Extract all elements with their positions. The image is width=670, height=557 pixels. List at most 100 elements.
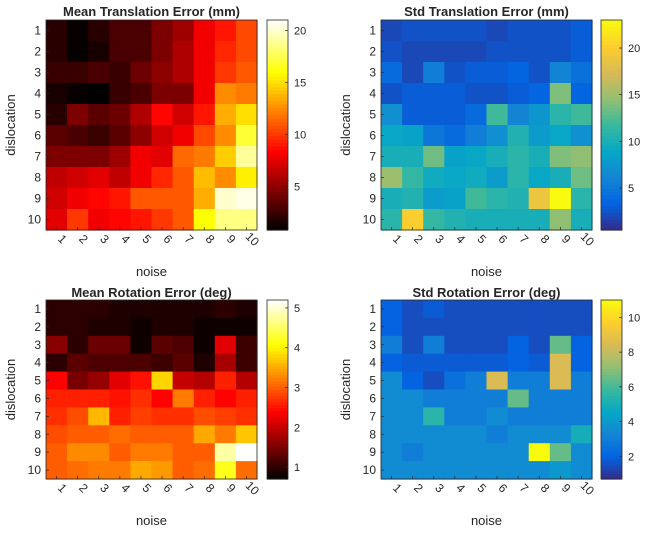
heatmap-cell [88, 407, 110, 426]
heatmap-cell [88, 104, 110, 126]
y-tick-label: 3 [34, 66, 41, 80]
heatmap-cell [151, 104, 174, 126]
colorbar-segment [267, 356, 288, 361]
heatmap-cell [381, 317, 403, 337]
x-tick-label: 4 [453, 481, 468, 496]
heatmap-cell [507, 146, 530, 168]
colorbar-frame [600, 299, 623, 480]
heatmap-cell [46, 41, 68, 63]
heatmap-cell [151, 167, 174, 189]
heatmap-cell [381, 443, 403, 462]
colorbar-segment [601, 58, 622, 63]
colorbar-segment [267, 404, 288, 408]
heatmap-cell [528, 167, 551, 189]
colorbar: 1 2 3 4 5 [266, 299, 300, 480]
colorbar-segment [267, 332, 288, 337]
heatmap-cell [88, 389, 110, 408]
heatmap-cell [381, 83, 403, 105]
heatmap-cell [235, 209, 258, 231]
colorbar-segment [601, 449, 622, 453]
chart-title: Std Rotation Error (deg) [412, 285, 560, 300]
colorbar-segment [601, 461, 622, 465]
heatmap-cell [423, 62, 445, 84]
colorbar-segment [601, 314, 622, 319]
colorbar-segment [601, 139, 622, 144]
x-axis-label: noise [136, 264, 167, 279]
heatmap-cell [570, 62, 593, 84]
colorbar-tick-label: 5 [628, 183, 634, 195]
colorbar-segment [601, 422, 622, 426]
colorbar-segment [267, 386, 288, 391]
colorbar-segment [601, 362, 622, 367]
heatmap-cell [130, 146, 153, 168]
heatmap-cell [193, 317, 216, 337]
colorbar-segment [267, 156, 288, 161]
colorbar-segment [601, 476, 622, 480]
colorbar-segment [601, 431, 622, 435]
colorbar-segment [601, 374, 622, 379]
heatmap-cell [486, 425, 509, 444]
heatmap-cell [528, 425, 551, 444]
heatmap-cell [381, 209, 403, 231]
y-tick-label: 10 [363, 463, 377, 477]
heatmap-cell [193, 20, 216, 42]
heatmap-cell [109, 167, 131, 189]
colorbar-segment [601, 380, 622, 385]
heatmap-cell [67, 41, 89, 63]
heatmap-cell [402, 146, 424, 168]
colorbar-segment [601, 114, 622, 119]
heatmap-cell [507, 41, 530, 63]
heatmap-cell [130, 20, 153, 42]
y-tick-label: 2 [34, 320, 41, 334]
heatmap-cell [151, 317, 174, 337]
colorbar-segment [267, 446, 288, 450]
heatmap-cell [423, 125, 445, 147]
heatmap-cell [402, 461, 424, 480]
y-tick-label: 9 [369, 445, 376, 459]
heatmap-cell [151, 300, 174, 319]
heatmap-cell [67, 125, 89, 147]
colorbar-segment [601, 300, 622, 304]
heatmap-cell [549, 125, 572, 147]
heatmap-cell [235, 167, 258, 189]
heatmap-cell [172, 62, 195, 84]
colorbar-segment [601, 413, 622, 417]
colorbar-segment [267, 449, 288, 453]
colorbar-segment [601, 401, 622, 406]
y-tick-label: 8 [369, 427, 376, 441]
colorbar-segment [267, 167, 288, 172]
colorbar-segment [601, 72, 622, 77]
heatmap-cell [402, 41, 424, 63]
colorbar-tick-label: 8 [628, 347, 634, 359]
colorbar-segment [267, 425, 288, 429]
colorbar-segment [601, 20, 622, 25]
heatmap-cell [67, 83, 89, 105]
colorbar-tick-label: 4 [294, 343, 300, 355]
heatmap-cell [193, 371, 216, 391]
heatmap-cell [507, 461, 530, 480]
y-tick-label: 10 [28, 213, 42, 227]
heatmap-cell [193, 389, 216, 408]
colorbar-segment [267, 160, 288, 165]
heatmap-cell [423, 20, 445, 42]
heatmap-cell [486, 317, 509, 337]
heatmap-cell [235, 407, 258, 426]
heatmap-cell [381, 461, 403, 480]
colorbar-segment [601, 65, 622, 70]
heatmap-cell [46, 20, 68, 42]
heatmap-cell [465, 300, 488, 319]
colorbar-segment [267, 398, 288, 403]
y-tick-label: 4 [369, 87, 376, 101]
colorbar-segment [267, 359, 288, 364]
colorbar-tick-label: 20 [294, 25, 306, 37]
colorbar-segment [601, 125, 622, 130]
heatmap-cell [235, 62, 258, 84]
colorbar-segment [601, 317, 622, 322]
colorbar-segment [601, 386, 622, 391]
colorbar-segment [601, 55, 622, 60]
x-tick-label: 8 [538, 232, 553, 247]
x-tick-label: 8 [538, 481, 553, 496]
heatmap-cell [486, 335, 509, 355]
colorbar-segment [601, 464, 622, 468]
heatmap-cell [402, 188, 424, 210]
